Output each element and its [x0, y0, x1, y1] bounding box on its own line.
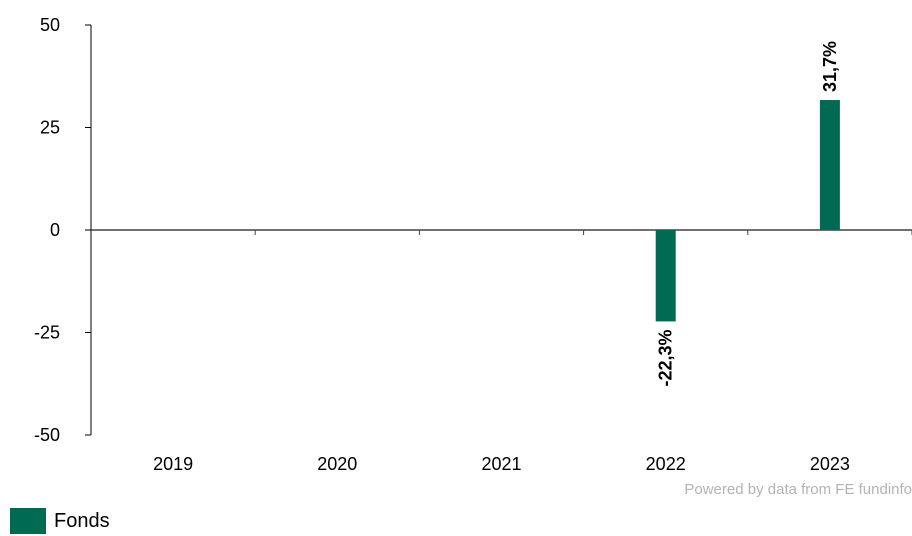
x-tick-label: 2021 — [481, 454, 521, 474]
legend-label: Fonds — [54, 509, 110, 532]
legend: Fonds — [10, 506, 110, 536]
y-tick-label: 0 — [50, 220, 60, 240]
bar-2023 — [819, 100, 840, 230]
x-tick-label: 2023 — [810, 454, 850, 474]
data-label-2023: 31,7% — [820, 41, 840, 92]
y-tick-label: -25 — [34, 323, 60, 343]
x-tick-label: 2022 — [646, 454, 686, 474]
legend-swatch — [10, 508, 46, 534]
x-tick-label: 2019 — [153, 454, 193, 474]
y-tick-label: -50 — [34, 425, 60, 445]
bar-2022 — [655, 230, 676, 322]
y-tick-label: 25 — [40, 118, 60, 138]
data-label-2022: -22,3% — [656, 329, 676, 386]
y-tick-label: 50 — [40, 15, 60, 35]
x-tick-label: 2020 — [317, 454, 357, 474]
data-credit: Powered by data from FE fundinfo — [684, 481, 912, 498]
